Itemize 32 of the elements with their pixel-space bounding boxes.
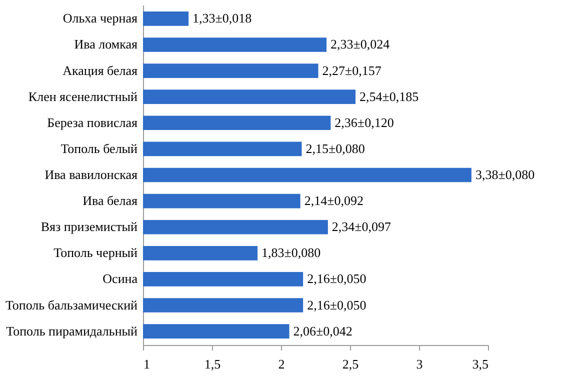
data-label: 2,34±0,097 — [332, 219, 392, 234]
x-tick-label: 1,5 — [204, 356, 221, 372]
y-tick-label: Акация белая — [62, 62, 138, 78]
y-tick-label: Тополь белый — [60, 140, 138, 156]
x-tick-label: 1 — [144, 356, 150, 372]
y-tick-label: Ива ломкая — [74, 36, 138, 52]
x-tick-label: 3 — [416, 356, 423, 372]
y-tick-label: Ольха черная — [62, 10, 138, 26]
data-label: 2,16±0,050 — [307, 271, 366, 286]
y-tick-label: Тополь бальзамический — [5, 297, 138, 312]
data-label: 2,54±0,185 — [360, 88, 419, 104]
y-tick-label: Тополь черный — [54, 245, 138, 260]
data-label: 2,14±0,092 — [304, 193, 364, 208]
data-label: 2,33±0,024 — [330, 36, 390, 52]
x-tick-label: 2 — [278, 356, 285, 372]
y-tick-label: Ива белая — [82, 193, 138, 208]
y-tick-label: Ива вавилонская — [44, 167, 138, 182]
y-tick-label: Вяз приземистый — [40, 219, 138, 234]
y-tick-label: Береза повислая — [47, 114, 138, 130]
data-label: 1,83±0,080 — [262, 245, 321, 260]
data-label: 2,16±0,050 — [307, 297, 366, 312]
data-label: 1,33±0,018 — [192, 10, 252, 26]
data-label: 2,06±0,042 — [293, 323, 352, 338]
data-label: 2,15±0,080 — [306, 140, 365, 156]
y-tick-label: Клен ясенелистный — [28, 88, 138, 104]
x-tick-label: 3,5 — [472, 356, 488, 372]
x-tick-label: 2,5 — [342, 356, 359, 372]
data-label: 2,27±0,157 — [322, 62, 382, 78]
y-tick-label: Тополь пирамидальный — [6, 323, 138, 338]
data-label: 2,36±0,120 — [334, 114, 394, 130]
y-tick-label: Осина — [102, 271, 138, 286]
data-label: 3,38±0,080 — [475, 167, 535, 182]
